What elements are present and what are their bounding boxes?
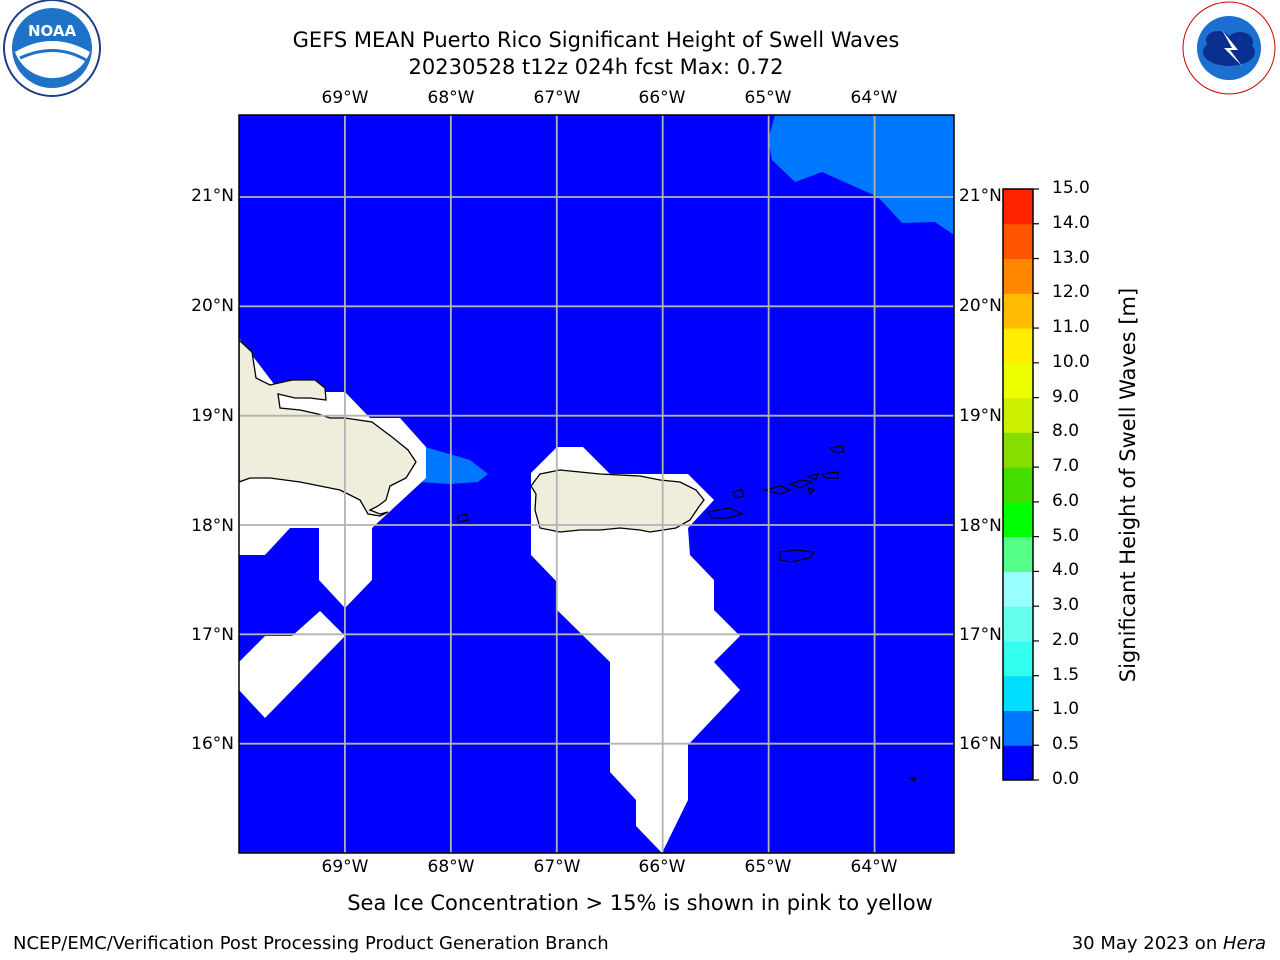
colorbar-tick-label: 5.0 [1052,525,1080,546]
colorbar-segment [1003,223,1033,260]
lat-label-left: 21°N [191,186,234,206]
lon-label-top: 65°W [744,88,792,108]
lon-label-bottom: 69°W [321,857,369,877]
chart-subtitle: 20230528 t12z 024h fcst Max: 0.72 [408,55,784,79]
colorbar-tick-label: 14.0 [1052,212,1090,233]
land-hispaniola [239,339,417,517]
lon-label-top: 66°W [638,88,686,108]
footnote: Sea Ice Concentration > 15% is shown in … [347,891,933,915]
lat-label-right: 16°N [959,734,1002,754]
colorbar-label: Significant Height of Swell Waves [m] [1116,287,1140,683]
lon-label-top: 64°W [850,88,898,108]
noaa-logo: NOAA [3,0,101,97]
swell-zone-mona-passage [420,447,488,484]
colorbar-segment [1003,745,1033,781]
credit-date: 30 May 2023 on [1071,933,1223,954]
colorbar-tick-label: 9.0 [1052,386,1080,407]
colorbar-tick-label: 2.0 [1052,629,1080,650]
lat-label-left: 20°N [191,296,234,316]
map-frame [238,114,955,854]
colorbar-segment [1003,258,1033,294]
lat-label-right: 18°N [959,516,1002,536]
masked-area-puerto-rico [531,447,740,853]
swell-zone-northeast [768,115,954,235]
lat-label-right: 20°N [959,296,1002,316]
colorbar-tick-label: 15.0 [1052,178,1090,198]
colorbar-segment [1003,189,1033,225]
noaa-logo-text: NOAA [28,22,77,40]
colorbar-tick-label: 3.0 [1052,595,1080,616]
colorbar-segment [1003,397,1033,433]
credit-host: Hera [1222,933,1266,954]
colorbar-segment [1003,571,1033,607]
colorbar-tick-label: 1.5 [1052,664,1080,685]
colorbar-tick-label: 10.0 [1052,351,1090,372]
colorbar-tick-label: 0.5 [1052,734,1080,755]
lon-label-top: 69°W [321,88,369,108]
colorbar-tick-label: 11.0 [1052,317,1090,338]
colorbar-segment [1003,675,1033,711]
lat-label-left: 17°N [191,625,234,645]
colorbar-segment [1003,710,1033,746]
nws-logo [1182,1,1276,95]
lat-label-right: 17°N [959,625,1002,645]
colorbar-segment [1003,640,1033,677]
lon-label-bottom: 68°W [427,857,475,877]
lon-label-bottom: 66°W [638,857,686,877]
colorbar-segment [1003,432,1033,468]
lat-label-right: 19°N [959,406,1002,426]
chart-title: GEFS MEAN Puerto Rico Significant Height… [292,28,900,52]
lat-label-left: 18°N [191,516,234,536]
colorbar [1003,188,1039,781]
masked-area-southwest [239,611,345,718]
lat-label-right: 21°N [959,186,1002,206]
colorbar-tick-label: 0.0 [1052,769,1080,789]
credit-right: 30 May 2023 on Hera [1072,933,1266,954]
colorbar-segment [1003,536,1033,572]
colorbar-tick-label: 12.0 [1052,282,1090,303]
colorbar-tick-label: 7.0 [1052,456,1080,477]
colorbar-segment [1003,293,1033,329]
small-islands [457,445,918,782]
lat-label-left: 19°N [191,406,234,426]
colorbar-tick-label: 8.0 [1052,421,1080,442]
lat-label-left: 16°N [191,734,234,754]
colorbar-tick-label: 4.0 [1052,560,1080,581]
colorbar-segment [1003,501,1033,538]
colorbar-segment [1003,467,1033,503]
colorbar-segment [1003,606,1033,642]
credit-left: NCEP/EMC/Verification Post Processing Pr… [13,933,609,954]
lon-label-bottom: 65°W [744,857,792,877]
lon-label-top: 67°W [533,88,581,108]
colorbar-tick-label: 13.0 [1052,247,1090,268]
gridlines [239,115,954,853]
land-puerto-rico [530,469,705,533]
colorbar-tick-label: 1.0 [1052,699,1080,720]
colorbar-segment [1003,362,1033,399]
lon-label-bottom: 67°W [533,857,581,877]
colorbar-frame [1002,188,1034,781]
colorbar-tick-label: 6.0 [1052,490,1080,511]
colorbar-segment [1003,328,1033,364]
lon-label-bottom: 64°W [850,857,898,877]
lon-label-top: 68°W [427,88,475,108]
